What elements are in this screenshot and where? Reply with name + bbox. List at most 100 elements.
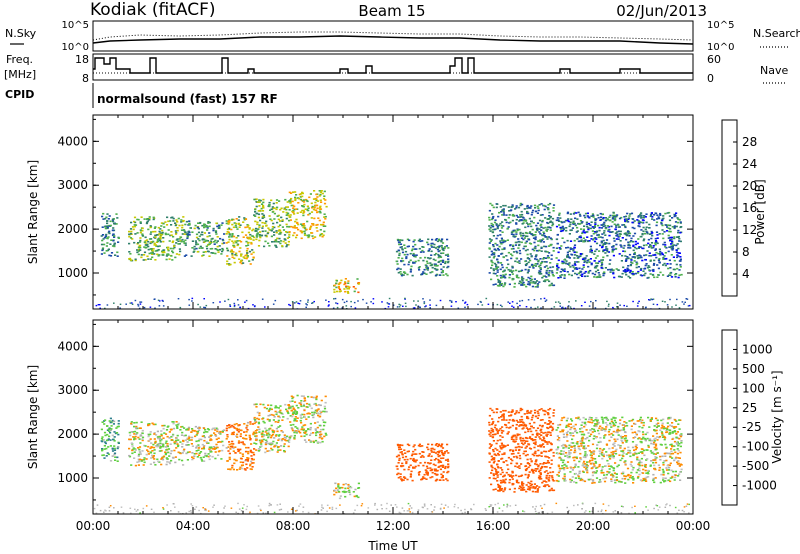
- echo-cell: [301, 224, 304, 227]
- echo-cell: [299, 211, 302, 213]
- echo-cell: [171, 434, 174, 437]
- echo-cell: [624, 270, 627, 273]
- echo-cell: [502, 274, 505, 276]
- echo-cell: [139, 249, 142, 251]
- echo-cell: [596, 234, 599, 236]
- echo-cell: [502, 204, 505, 207]
- echo-cell: [645, 230, 648, 233]
- echo-cell: [225, 438, 228, 440]
- echo-cell: [671, 306, 673, 308]
- echo-cell: [292, 423, 295, 426]
- echo-cell: [631, 226, 634, 229]
- echo-cell: [619, 304, 621, 306]
- echo-cell: [278, 416, 281, 419]
- echo-cell: [536, 249, 539, 252]
- echo-cell: [202, 224, 206, 227]
- echo-cell: [265, 439, 268, 442]
- echo-cell: [214, 248, 217, 250]
- echo-cell: [274, 244, 277, 247]
- echo-cell: [137, 248, 141, 251]
- echo-cell: [547, 203, 550, 206]
- echo-cell: [523, 442, 526, 444]
- nsky-frame: [92, 20, 694, 52]
- echo-cell: [618, 217, 622, 220]
- echo-cell: [271, 443, 274, 445]
- echo-cell: [233, 257, 236, 260]
- echo-cell: [315, 209, 318, 212]
- echo-cell: [306, 406, 309, 408]
- echo-cell: [278, 237, 281, 240]
- echo-cell: [626, 234, 629, 237]
- echo-cell: [488, 225, 491, 227]
- echo-cell: [621, 272, 624, 275]
- echo-cell: [143, 241, 146, 243]
- echo-cell: [283, 234, 287, 236]
- echo-cell: [509, 474, 512, 477]
- echo-cell: [418, 306, 421, 308]
- echo-cell: [528, 489, 531, 491]
- echo-cell: [504, 423, 507, 426]
- echo-cell: [255, 432, 258, 434]
- echo-cell: [279, 242, 282, 245]
- echo-cell: [645, 254, 648, 256]
- echo-cell: [593, 276, 596, 278]
- echo-cell: [270, 229, 273, 232]
- echo-cell: [271, 211, 274, 213]
- echo-cell: [245, 245, 248, 247]
- echo-cell: [282, 445, 286, 448]
- echo-cell: [134, 224, 138, 226]
- echo-cell: [548, 215, 551, 217]
- echo-cell: [546, 456, 549, 458]
- echo-cell: [512, 214, 515, 217]
- echo-cell: [311, 302, 313, 304]
- echo-cell: [413, 453, 416, 455]
- echo-cell: [154, 423, 157, 426]
- echo-cell: [352, 491, 355, 493]
- echo-cell: [130, 442, 133, 444]
- echo-cell: [108, 420, 111, 422]
- echo-cell: [163, 424, 166, 427]
- echo-cell: [170, 450, 173, 452]
- echo-cell: [209, 240, 213, 243]
- echo-cell: [302, 429, 305, 431]
- echo-cell: [214, 435, 218, 437]
- power-plot-area: [93, 115, 693, 309]
- echo-cell: [509, 458, 513, 460]
- echo-cell: [412, 240, 415, 243]
- echo-cell: [633, 253, 636, 255]
- echo-cell: [348, 286, 351, 288]
- echo-cell: [568, 262, 571, 264]
- echo-cell: [104, 441, 107, 443]
- echo-cell: [261, 435, 264, 438]
- echo-cell: [519, 438, 522, 440]
- echo-cell: [259, 199, 262, 202]
- echo-cell: [240, 457, 243, 460]
- echo-cell: [288, 219, 291, 222]
- echo-cell: [151, 253, 154, 255]
- echo-cell: [187, 233, 190, 236]
- echo-cell: [103, 243, 106, 246]
- echo-cell: [201, 255, 204, 257]
- echo-cell: [397, 257, 400, 259]
- echo-cell: [530, 480, 533, 483]
- echo-cell: [611, 217, 614, 220]
- echo-cell: [541, 419, 544, 421]
- echo-cell: [275, 239, 278, 241]
- echo-cell: [501, 266, 504, 269]
- echo-cell: [115, 213, 118, 215]
- echo-cell: [319, 415, 322, 418]
- echo-cell: [144, 244, 147, 246]
- echo-cell: [447, 470, 450, 473]
- echo-cell: [395, 250, 399, 253]
- echo-cell: [523, 423, 526, 426]
- echo-cell: [128, 233, 131, 236]
- echo-cell: [408, 466, 411, 468]
- echo-cell: [270, 424, 273, 427]
- echo-cell: [510, 248, 513, 250]
- echo-cell: [526, 271, 529, 274]
- echo-cell: [403, 253, 406, 256]
- echo-cell: [288, 225, 291, 228]
- echo-cell: [194, 435, 197, 438]
- echo-cell: [271, 241, 274, 243]
- echo-cell: [433, 246, 436, 248]
